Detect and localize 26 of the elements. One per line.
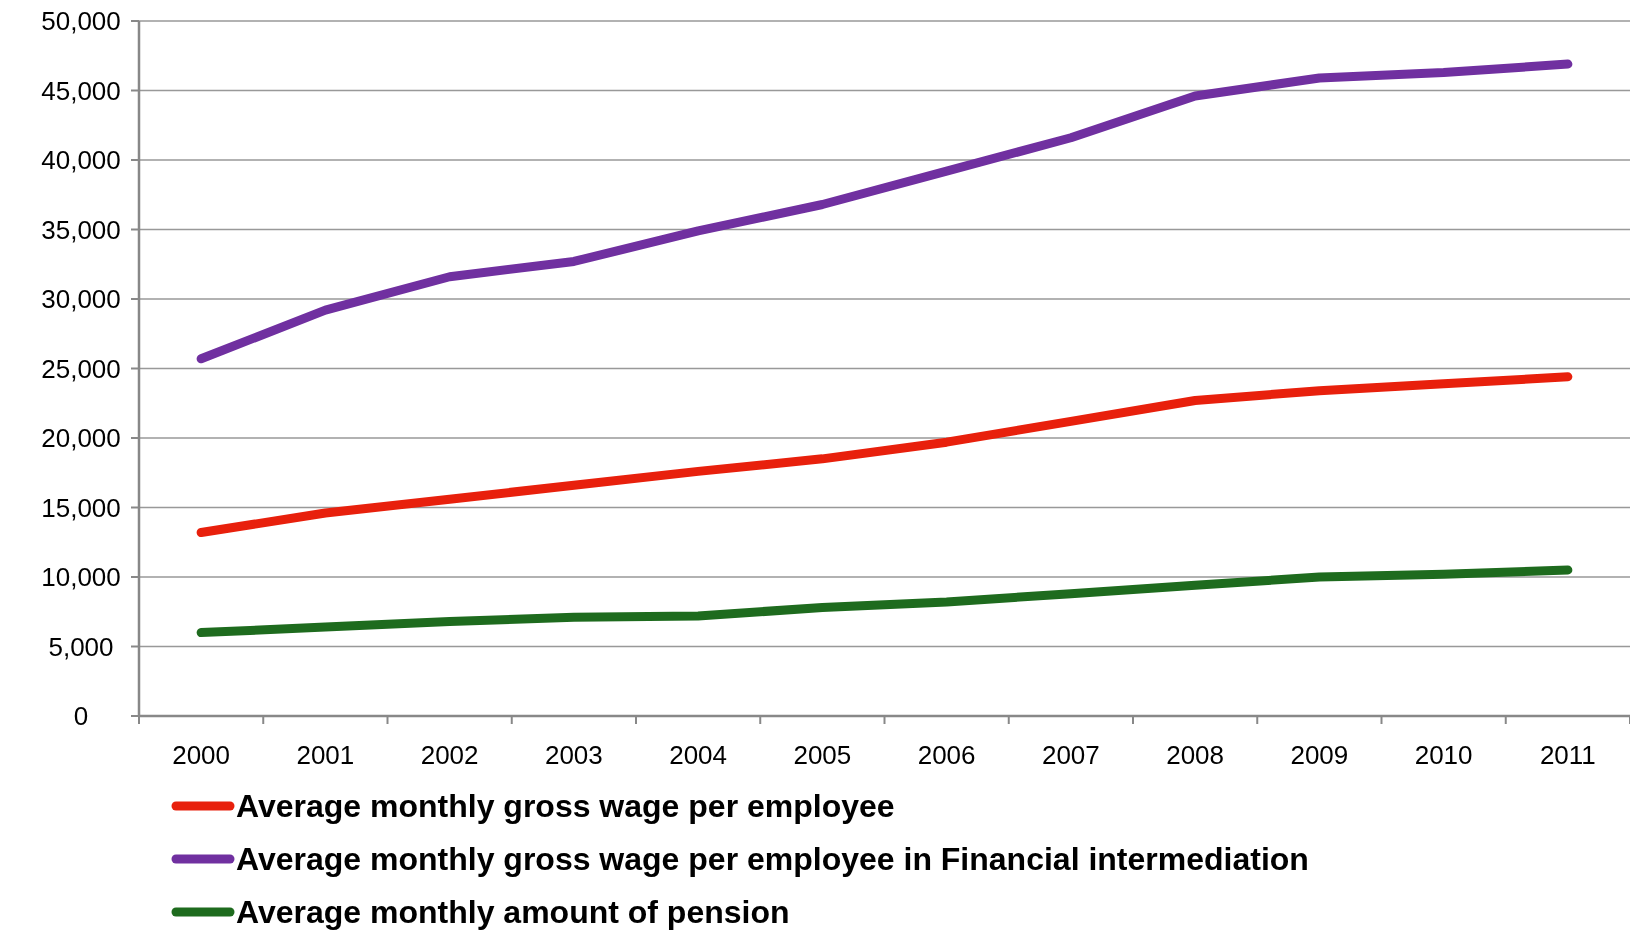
y-tick-label: 30,000 [41,284,121,315]
x-tick-label: 2007 [1041,740,1100,770]
x-tick-label: 2010 [1414,740,1473,770]
y-tick-label: 15,000 [41,492,121,523]
y-tick-label: 35,000 [41,214,121,245]
x-tick-label: 2005 [793,740,852,770]
x-tick-label: 2000 [172,740,231,770]
y-tick-label: 20,000 [41,423,121,454]
x-tick-label: 2004 [669,740,728,770]
x-tick-label: 2001 [296,740,355,770]
y-tick-label: 50,000 [41,6,121,37]
x-tick-label: 2006 [917,740,976,770]
x-tick-label: 2009 [1290,740,1349,770]
y-tick-label: 45,000 [41,75,121,106]
y-tick-label: 40,000 [41,145,121,176]
y-tick-label: 5,000 [48,631,114,662]
y-tick-label: 10,000 [41,562,121,593]
x-tick-label: 2002 [420,740,479,770]
y-tick-label: 25,000 [41,353,121,384]
y-tick-label: 0 [73,701,89,732]
x-tick-label: 2008 [1166,740,1225,770]
x-tick-label: 2011 [1539,740,1596,770]
legend-label: Average monthly amount of pension [236,894,790,931]
x-tick-label: 2003 [544,740,603,770]
legend-label: Average monthly gross wage per employee in Financial intermediation [236,841,1309,878]
legend-label: Average monthly gross wage per employee [236,788,895,825]
